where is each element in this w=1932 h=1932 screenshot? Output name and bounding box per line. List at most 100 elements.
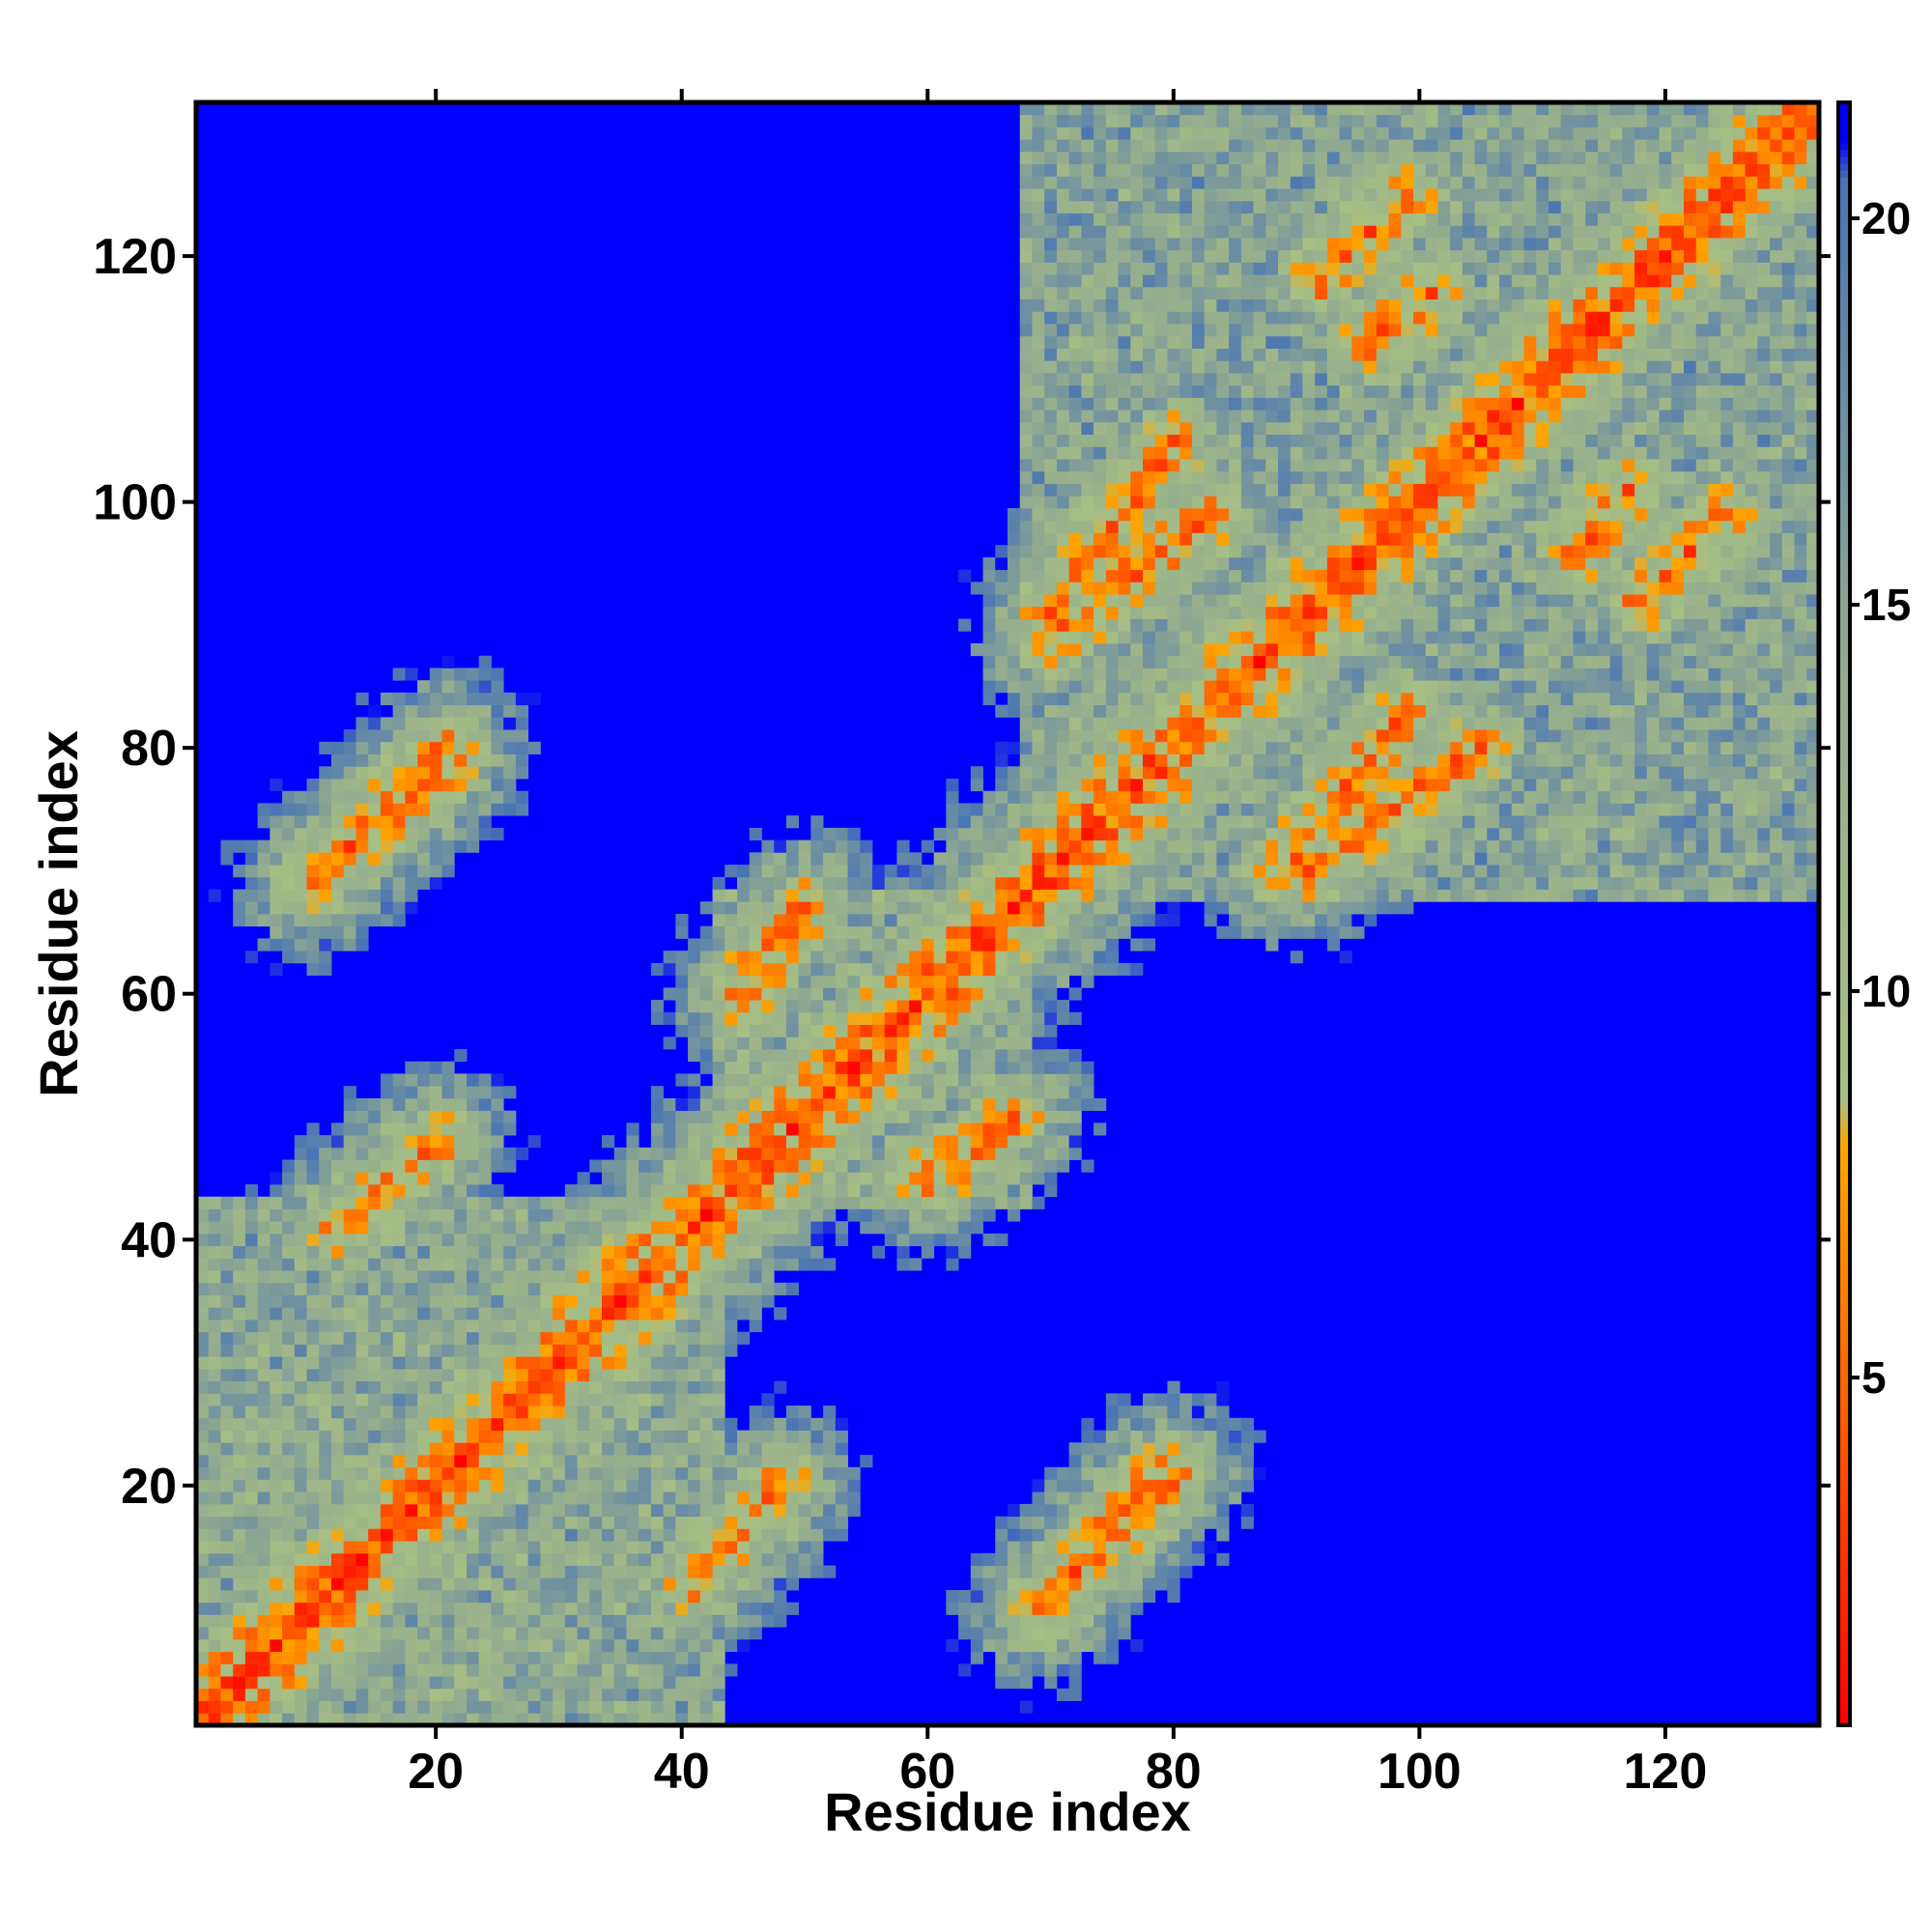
heatmap-cell — [761, 1541, 775, 1554]
heatmap-cell — [650, 1430, 665, 1443]
heatmap-cell — [343, 1294, 356, 1308]
heatmap-cell — [380, 1172, 394, 1185]
heatmap-cell — [392, 668, 406, 681]
heatmap-cell — [208, 1651, 221, 1664]
heatmap-cell — [1056, 225, 1070, 239]
heatmap-cell — [724, 1577, 738, 1591]
heatmap-cell — [1154, 655, 1168, 668]
heatmap-cell — [1143, 766, 1156, 780]
heatmap-cell — [392, 1406, 406, 1419]
heatmap-cell — [774, 914, 787, 927]
heatmap-cell — [626, 1258, 639, 1271]
heatmap-cell — [1032, 1577, 1045, 1591]
heatmap-cell — [1044, 496, 1058, 509]
heatmap-cell — [257, 1516, 270, 1529]
heatmap-cell — [1068, 606, 1082, 619]
heatmap-cell — [1143, 483, 1156, 497]
heatmap-cell — [1019, 925, 1033, 939]
heatmap-cell — [1105, 852, 1119, 866]
heatmap-cell — [872, 1245, 886, 1259]
heatmap-cell — [515, 717, 529, 730]
heatmap-cell — [454, 1282, 468, 1295]
heatmap-cell — [196, 1208, 210, 1222]
heatmap-cell — [368, 839, 382, 853]
heatmap-cell — [405, 1097, 418, 1112]
heatmap-cell — [380, 1602, 394, 1615]
heatmap-cell — [1019, 446, 1033, 460]
heatmap-cell — [896, 1221, 910, 1235]
heatmap-cell — [441, 1208, 455, 1222]
heatmap-cell — [355, 1455, 369, 1468]
heatmap-cell — [564, 1614, 578, 1628]
heatmap-cell — [946, 1122, 959, 1136]
heatmap-cell — [467, 1688, 480, 1701]
heatmap-cell — [1179, 827, 1193, 841]
heatmap-cell — [712, 1344, 725, 1357]
heatmap-cell — [577, 1638, 590, 1653]
heatmap-cell — [749, 1552, 762, 1566]
heatmap-cell — [1019, 569, 1033, 582]
heatmap-cell — [1056, 324, 1070, 337]
heatmap-cell — [1105, 643, 1119, 657]
heatmap-cell — [294, 951, 307, 964]
heatmap-cell — [282, 951, 296, 964]
heatmap-cell — [1143, 914, 1156, 927]
heatmap-cell — [737, 914, 751, 927]
heatmap-cell — [1179, 729, 1193, 743]
heatmap-cell — [1081, 1086, 1094, 1099]
heatmap-cell — [282, 1541, 296, 1554]
heatmap-cell — [1008, 987, 1021, 1001]
heatmap-cell — [1167, 496, 1180, 509]
heatmap-cell — [392, 704, 406, 718]
heatmap-cell — [478, 1233, 492, 1247]
heatmap-cell — [712, 1676, 725, 1690]
heatmap-cell — [319, 1331, 332, 1345]
heatmap-cell — [1105, 655, 1119, 668]
heatmap-cell — [196, 1233, 210, 1247]
heatmap-cell — [282, 1676, 296, 1690]
heatmap-cell — [491, 1614, 504, 1628]
heatmap-cell — [553, 1516, 566, 1529]
heatmap-cell — [995, 631, 1009, 644]
heatmap-cell — [429, 1344, 442, 1357]
heatmap-cell — [454, 1086, 468, 1099]
heatmap-cell — [896, 938, 910, 952]
heatmap-cell — [589, 1294, 603, 1308]
heatmap-cell — [884, 901, 897, 915]
heatmap-cell — [1154, 188, 1168, 202]
heatmap-cell — [626, 1651, 639, 1664]
heatmap-cell — [1094, 508, 1107, 522]
heatmap-cell — [405, 1700, 418, 1714]
heatmap-cell — [688, 1516, 701, 1529]
heatmap-cell — [737, 1258, 751, 1271]
heatmap-cell — [639, 1184, 652, 1198]
heatmap-cell — [835, 889, 848, 902]
heatmap-cell — [1032, 1086, 1045, 1099]
heatmap-cell — [270, 839, 283, 853]
heatmap-cell — [946, 1110, 959, 1123]
heatmap-cell — [429, 779, 442, 792]
heatmap-cell — [405, 1368, 418, 1382]
heatmap-cell — [454, 1294, 468, 1308]
heatmap-cell — [1094, 680, 1107, 694]
heatmap-cell — [1191, 520, 1206, 533]
heatmap-cell — [392, 1713, 406, 1726]
heatmap-cell — [798, 951, 811, 964]
heatmap-cell — [946, 1602, 959, 1615]
heatmap-cell — [982, 1159, 996, 1173]
heatmap-cell — [553, 1356, 566, 1370]
heatmap-cell — [982, 1614, 996, 1628]
heatmap-cell — [478, 827, 492, 841]
heatmap-cell — [491, 827, 504, 841]
heatmap-cell — [1019, 151, 1033, 165]
heatmap-cell — [688, 1159, 701, 1173]
heatmap-cell — [835, 839, 848, 853]
heatmap-cell — [774, 938, 787, 952]
heatmap-cell — [835, 1110, 848, 1123]
heatmap-cell — [208, 1565, 221, 1578]
heatmap-cell — [1081, 102, 1094, 116]
heatmap-cell — [872, 1196, 886, 1209]
heatmap-cell — [798, 1110, 811, 1123]
heatmap-cell — [1154, 324, 1168, 337]
heatmap-cell — [1154, 1417, 1168, 1431]
